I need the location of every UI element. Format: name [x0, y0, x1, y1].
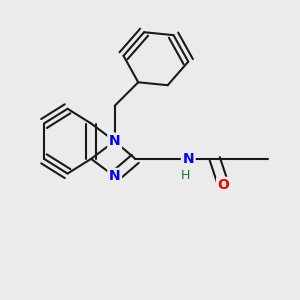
Text: N: N: [109, 134, 121, 148]
Text: N: N: [182, 152, 194, 166]
Text: H: H: [181, 169, 190, 182]
Text: O: O: [218, 178, 230, 192]
Text: N: N: [109, 169, 121, 184]
